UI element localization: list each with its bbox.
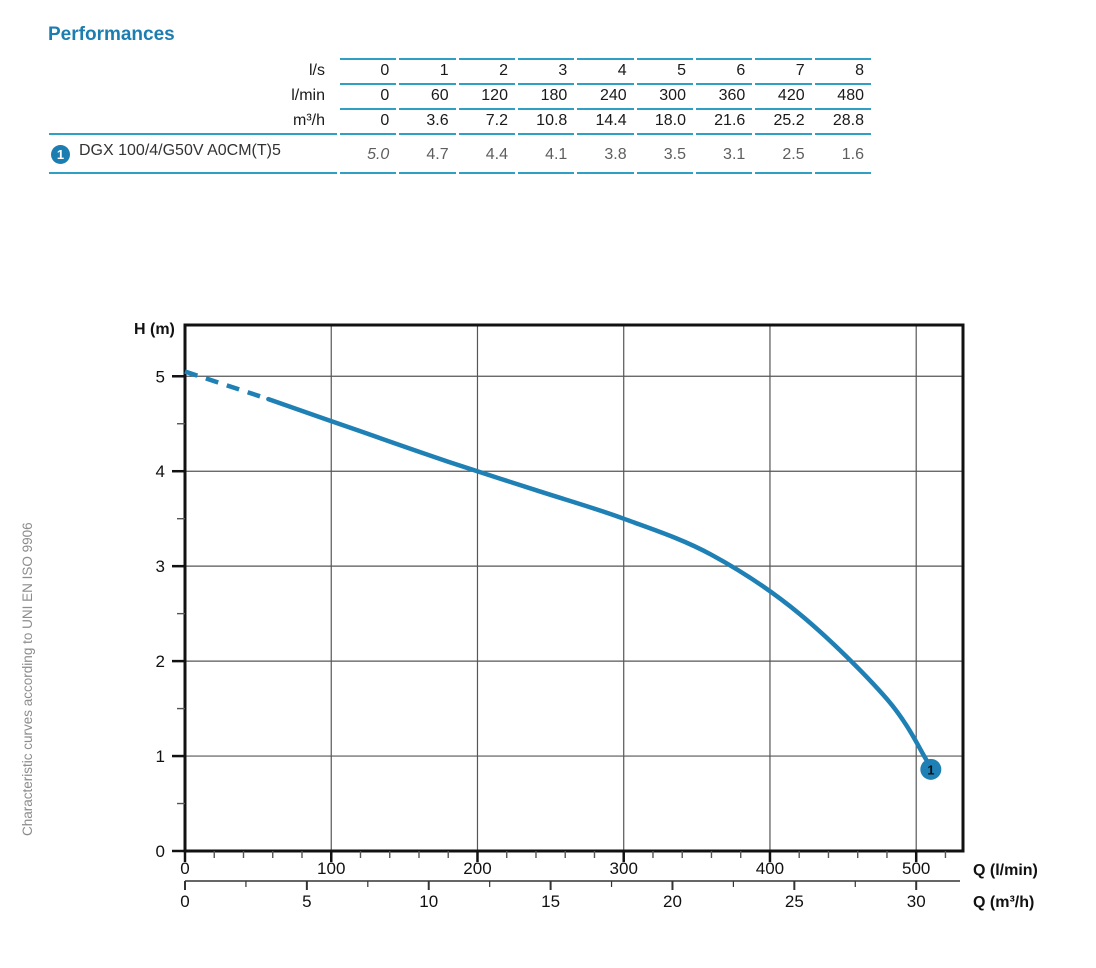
head-value-cell: 5.0 [340,133,397,174]
curve-end-marker: 1 [920,758,942,780]
x2-tick-label: 0 [180,892,189,911]
flow-value-cell: 0 [340,108,397,133]
flow-value-cell: 7.2 [458,108,515,133]
curve-marker-circle [920,758,942,780]
axis-tick-labels: 0 1 2 3 4 5 0 100 200 300 400 500 0 5 10 15 20 25 30 [156,367,931,911]
x2-tick-label: 30 [907,892,926,911]
pump-row: 1 DGX 100/4/G50V A0CM(T)5 5.0 4.7 4.4 4.1 3.8 3… [49,133,871,174]
flow-value-cell: 5 [636,58,693,83]
secondary-x-axis [184,880,960,890]
flow-value-cell: 4 [577,58,634,83]
flow-value-cell: 1 [399,58,456,83]
x2-tick-label: 20 [663,892,682,911]
flow-value-cell: 60 [399,83,456,108]
plot-border [183,323,965,853]
curve-marker-number: 1 [927,762,934,777]
x2-tick-label: 5 [302,892,311,911]
head-value-cell: 3.1 [695,133,753,174]
x-tick-label: 500 [902,859,930,878]
head-value-cell: 1.6 [814,133,871,174]
pump-model-name: DGX 100/4/G50V A0CM(T)5 [79,142,281,159]
chart-svg: 0 1 2 3 4 5 0 100 200 300 400 500 0 5 10 15 20 25 30 Q (l/m… [134,321,1038,911]
unit-row: m³/h 0 3.6 7.2 10.8 14.4 18.0 21.6 25.2 28.8 [49,108,871,133]
flow-value-cell: 180 [517,83,575,108]
flow-value-cell: 21.6 [695,108,753,133]
x2-tick-label: 10 [419,892,438,911]
performance-table-body: l/s 0 1 2 3 4 5 6 7 8 l/min 0 60 120 180 240 300 360 420 48… [49,58,871,174]
axis-ticks [172,375,947,862]
x-tick-label: 0 [180,859,189,878]
head-value-cell: 4.4 [458,133,515,174]
flow-value-cell: 10.8 [517,108,575,133]
unit-label: l/s [309,62,325,79]
x2-axis-label: Q (m³/h) [973,894,1034,911]
unit-label: l/min [291,87,325,104]
x2-tick-label: 25 [785,892,804,911]
flow-value-cell: 360 [695,83,753,108]
flow-value-cell: 480 [814,83,871,108]
y-axis-label: H (m) [134,321,175,338]
flow-value-cell: 240 [577,83,634,108]
flow-value-cell: 120 [458,83,515,108]
curve-dashed-segment [184,369,270,402]
unit-row: l/min 0 60 120 180 240 300 360 420 480 [49,83,871,108]
x-tick-label: 200 [463,859,491,878]
performance-table: l/s 0 1 2 3 4 5 6 7 8 l/min 0 60 120 180 240 300 360 420 48… [46,58,874,174]
page-title: Performances [48,24,175,45]
pump-name-cell: 1 DGX 100/4/G50V A0CM(T)5 [49,133,337,174]
flow-value-cell: 25.2 [755,108,812,133]
x-tick-label: 300 [610,859,638,878]
y-tick-label: 2 [156,652,165,671]
x-tick-label: 400 [756,859,784,878]
head-value-cell: 2.5 [755,133,812,174]
unit-row: l/s 0 1 2 3 4 5 6 7 8 [49,58,871,83]
flow-value-cell: 18.0 [636,108,693,133]
flow-value-cell: 3 [517,58,575,83]
y-tick-label: 0 [156,842,165,861]
gridlines [185,325,963,851]
x2-tick-label: 15 [541,892,560,911]
curve-solid-segment [266,396,929,763]
flow-value-cell: 3.6 [399,108,456,133]
flow-value-cell: 8 [814,58,871,83]
x-axis-label: Q (l/min) [973,862,1038,879]
performance-chart: 0 1 2 3 4 5 0 100 200 300 400 500 0 5 10 15 20 25 30 Q (l/m… [120,310,1040,942]
iso-standard-note: Characteristic curves according to UNI E… [20,522,35,836]
flow-value-cell: 14.4 [577,108,634,133]
flow-value-cell: 2 [458,58,515,83]
flow-value-cell: 0 [340,58,397,83]
flow-value-cell: 28.8 [814,108,871,133]
y-tick-label: 1 [156,747,165,766]
pump-index-badge: 1 [51,145,70,164]
flow-value-cell: 420 [755,83,812,108]
head-value-cell: 4.1 [517,133,575,174]
head-value-cell: 4.7 [399,133,456,174]
y-tick-label: 4 [156,462,165,481]
y-tick-label: 3 [156,557,165,576]
head-value-cell: 3.8 [577,133,634,174]
x-tick-label: 100 [317,859,345,878]
head-value-cell: 3.5 [636,133,693,174]
flow-value-cell: 300 [636,83,693,108]
unit-label: m³/h [293,112,325,129]
flow-value-cell: 7 [755,58,812,83]
flow-value-cell: 0 [340,83,397,108]
y-tick-label: 5 [156,367,165,386]
flow-value-cell: 6 [695,58,753,83]
